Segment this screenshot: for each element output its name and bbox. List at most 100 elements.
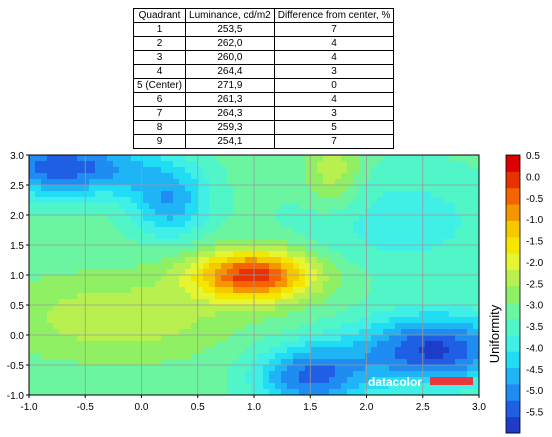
contour-cell: [203, 209, 210, 216]
contour-cell: [401, 371, 408, 378]
contour-cell: [245, 155, 252, 162]
contour-cell: [167, 215, 174, 222]
contour-cell: [179, 275, 186, 282]
contour-cell: [443, 335, 450, 342]
contour-cell: [227, 263, 234, 270]
contour-cell: [191, 359, 198, 366]
contour-cell: [65, 245, 72, 252]
contour-cell: [95, 293, 102, 300]
contour-cell: [233, 203, 240, 210]
contour-cell: [149, 371, 156, 378]
contour-cell: [101, 383, 108, 390]
contour-cell: [293, 341, 300, 348]
contour-cell: [389, 167, 396, 174]
contour-cell: [59, 263, 66, 270]
contour-cell: [149, 191, 156, 198]
contour-cell: [47, 155, 54, 162]
contour-cell: [467, 281, 474, 288]
contour-cell: [101, 251, 108, 258]
contour-cell: [227, 197, 234, 204]
contour-cell: [413, 227, 420, 234]
contour-cell: [461, 173, 468, 180]
contour-cell: [197, 275, 204, 282]
contour-cell: [107, 203, 114, 210]
contour-cell: [191, 185, 198, 192]
contour-cell: [317, 179, 324, 186]
contour-cell: [137, 383, 144, 390]
contour-cell: [407, 377, 414, 384]
contour-cell: [125, 341, 132, 348]
contour-cell: [443, 305, 450, 312]
contour-cell: [287, 203, 294, 210]
contour-cell: [317, 341, 324, 348]
contour-cell: [161, 311, 168, 318]
contour-cell: [371, 263, 378, 270]
contour-cell: [89, 263, 96, 270]
contour-cell: [443, 299, 450, 306]
table-row: 6 261,3 4: [132, 92, 395, 107]
contour-cell: [311, 269, 318, 276]
contour-cell: [47, 377, 54, 384]
contour-cell: [227, 269, 234, 276]
contour-cell: [293, 173, 300, 180]
contour-cell: [317, 191, 324, 198]
contour-cell: [29, 335, 36, 342]
contour-cell: [101, 197, 108, 204]
contour-cell: [359, 389, 366, 396]
contour-cell: [407, 329, 414, 336]
contour-cell: [323, 293, 330, 300]
contour-cell: [401, 287, 408, 294]
contour-cell: [323, 209, 330, 216]
contour-cell: [395, 203, 402, 210]
contour-cell: [179, 155, 186, 162]
contour-cell: [293, 257, 300, 264]
contour-cell: [173, 299, 180, 306]
contour-cell: [263, 167, 270, 174]
contour-cell: [203, 335, 210, 342]
contour-cell: [203, 305, 210, 312]
contour-cell: [203, 233, 210, 240]
contour-cell: [455, 185, 462, 192]
contour-cell: [155, 185, 162, 192]
contour-cell: [239, 299, 246, 306]
contour-cell: [107, 323, 114, 330]
contour-cell: [155, 323, 162, 330]
contour-cell: [257, 203, 264, 210]
contour-cell: [425, 371, 432, 378]
contour-cell: [143, 233, 150, 240]
contour-cell: [353, 299, 360, 306]
contour-cell: [299, 197, 306, 204]
contour-cell: [173, 239, 180, 246]
contour-cell: [353, 197, 360, 204]
contour-cell: [53, 329, 60, 336]
contour-cell: [155, 269, 162, 276]
contour-cell: [203, 227, 210, 234]
colorbar-swatch: [506, 318, 520, 336]
contour-cell: [347, 329, 354, 336]
contour-cell: [149, 311, 156, 318]
contour-cell: [395, 329, 402, 336]
contour-cell: [293, 329, 300, 336]
contour-cell: [131, 281, 138, 288]
contour-cell: [359, 215, 366, 222]
contour-cell: [365, 263, 372, 270]
contour-cell: [305, 329, 312, 336]
contour-cell: [473, 191, 480, 198]
contour-cell: [293, 281, 300, 288]
contour-cell: [263, 299, 270, 306]
contour-cell: [449, 383, 456, 390]
contour-cell: [257, 227, 264, 234]
contour-cell: [29, 299, 36, 306]
luminance-table: Quadrant Luminance, cd/m2 Difference fro…: [132, 8, 395, 149]
contour-cell: [389, 257, 396, 264]
contour-cell: [107, 389, 114, 396]
contour-cell: [437, 257, 444, 264]
contour-cell: [119, 251, 126, 258]
contour-cell: [389, 347, 396, 354]
contour-cell: [221, 155, 228, 162]
contour-cell: [179, 323, 186, 330]
contour-cell: [407, 251, 414, 258]
contour-cell: [65, 329, 72, 336]
contour-cell: [113, 203, 120, 210]
contour-cell: [359, 167, 366, 174]
